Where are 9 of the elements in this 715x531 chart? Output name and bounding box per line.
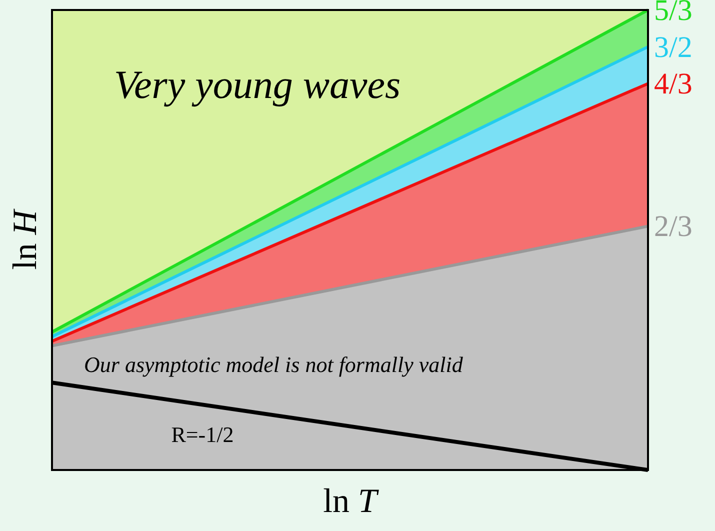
x-axis-title: ln T [323,483,380,520]
y-axis-title: ln H [7,208,44,270]
series-label: 2/3 [654,210,692,244]
series-label: R=-1/2 [171,422,234,448]
annotation: Our asymptotic model is not formally valid [84,352,464,378]
series-label: 5/3 [654,0,692,27]
series-label: 3/2 [654,30,692,64]
annotation: Very young waves [114,62,401,107]
series-label: 4/3 [654,68,692,101]
